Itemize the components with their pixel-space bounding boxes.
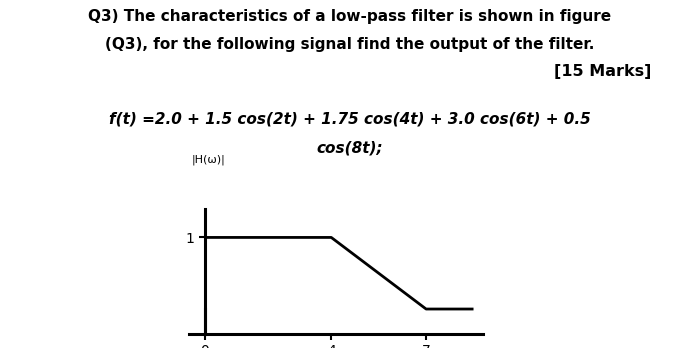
Text: cos(8t);: cos(8t); (316, 141, 384, 156)
Text: f(t) =2.0 + 1.5 cos(2t) + 1.75 cos(4t) + 3.0 cos(6t) + 0.5: f(t) =2.0 + 1.5 cos(2t) + 1.75 cos(4t) +… (109, 111, 591, 126)
Text: (Q3), for the following signal find the output of the filter.: (Q3), for the following signal find the … (105, 37, 595, 52)
Text: |H(ω)|: |H(ω)| (192, 155, 225, 165)
Text: Q3) The characteristics of a low-pass filter is shown in figure: Q3) The characteristics of a low-pass fi… (88, 9, 612, 24)
Text: [15 Marks]: [15 Marks] (554, 64, 651, 79)
